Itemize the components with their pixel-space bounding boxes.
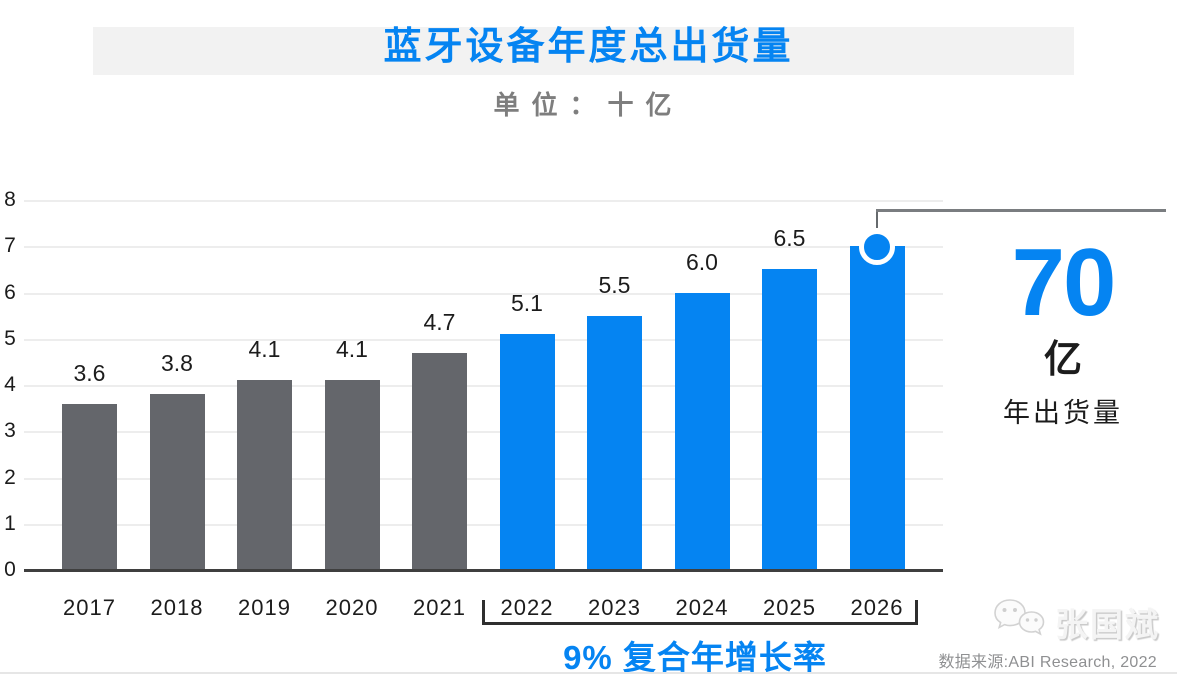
x-tick-label: 2021 xyxy=(413,595,466,620)
callout-connector-vertical xyxy=(875,209,879,229)
bar-2020 xyxy=(324,380,380,570)
x-tick-label: 2020 xyxy=(325,595,379,620)
y-tick-label: 2 xyxy=(4,465,16,489)
y-tick-label: 6 xyxy=(4,280,16,304)
y-tick-label: 5 xyxy=(4,326,16,350)
gridline xyxy=(24,338,943,341)
plot-area: 0 1 2 3 4 5 6 7 8 3.6 2017 3.8 2018 4.1 2019 4.1 2020 4.7… xyxy=(0,188,1177,630)
bar-2018 xyxy=(149,394,205,570)
watermark-text: 张国斌 xyxy=(1055,605,1160,643)
x-tick-label: 2018 xyxy=(150,595,204,620)
page-title: 蓝牙设备年度总出货量 xyxy=(383,26,794,68)
gridline xyxy=(24,431,943,434)
x-tick-label: 2017 xyxy=(63,595,116,620)
bar-value-label: 4.7 xyxy=(423,308,456,335)
cagr-bracket-left-tick xyxy=(482,600,485,624)
bar-2025 xyxy=(762,269,817,570)
y-tick-label: 8 xyxy=(4,188,16,211)
x-tick-label: 2024 xyxy=(675,595,729,620)
wechat-icon xyxy=(993,596,1047,647)
bar-value-label: 5.1 xyxy=(511,290,543,317)
y-tick-label: 0 xyxy=(4,558,16,581)
y-tick-label: 3 xyxy=(4,419,16,443)
highlight-circle-marker xyxy=(859,229,895,266)
callout-caption: 年出货量 xyxy=(1003,398,1123,428)
callout-unit: 亿 xyxy=(1043,339,1082,381)
gridline xyxy=(24,385,943,387)
y-tick-label: 1 xyxy=(4,511,16,535)
bar-value-label: 5.5 xyxy=(598,271,631,298)
bar-2021 xyxy=(412,352,467,570)
x-tick-label: 2023 xyxy=(588,595,641,620)
bar-value-label: 3.6 xyxy=(73,359,106,386)
bar-value-label: 3.8 xyxy=(161,350,193,377)
x-tick-label: 2026 xyxy=(850,595,904,620)
y-tick-label: 7 xyxy=(4,234,16,258)
bar-value-label: 4.1 xyxy=(336,336,368,363)
bar-2022 xyxy=(499,334,555,570)
callout-connector-horizontal xyxy=(875,209,1166,212)
bar-2019 xyxy=(237,380,292,570)
cagr-bracket-line xyxy=(482,622,918,625)
callout-value: 70 xyxy=(1011,229,1117,336)
x-tick-label: 2019 xyxy=(238,595,291,620)
x-axis-line xyxy=(24,569,943,572)
watermark: 张国斌 xyxy=(993,596,1160,647)
bar-2026 xyxy=(849,246,905,570)
unit-subtitle: 单位：十亿 xyxy=(493,90,684,120)
gridline xyxy=(24,292,943,295)
data-source-label: 数据来源:ABI Research, 2022 xyxy=(938,654,1157,671)
bar-2017 xyxy=(62,403,117,570)
cagr-bracket-right-tick xyxy=(915,600,918,624)
y-tick-label: 4 xyxy=(4,373,16,396)
bar-value-label: 6.5 xyxy=(773,225,806,252)
bar-2024 xyxy=(674,292,730,570)
callout-70: 70 亿 年出货量 xyxy=(985,229,1141,430)
gridline xyxy=(24,200,943,202)
title-band xyxy=(93,27,1074,75)
bar-value-label: 6.0 xyxy=(686,248,718,275)
cagr-label: 9% 复合年增长率 xyxy=(563,639,827,676)
x-tick-label: 2025 xyxy=(763,595,816,620)
gridline xyxy=(24,477,943,480)
bottom-divider xyxy=(0,672,1177,674)
x-tick-label: 2022 xyxy=(500,595,554,620)
bar-value-label: 4.1 xyxy=(248,336,281,363)
bar-2023 xyxy=(587,315,642,570)
gridline xyxy=(24,523,943,526)
gridline xyxy=(24,246,943,249)
